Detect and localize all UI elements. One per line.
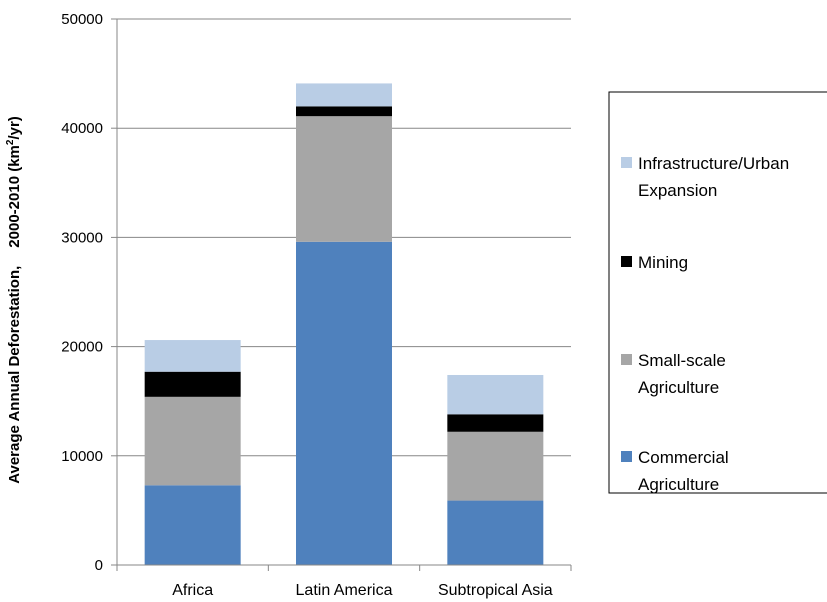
y-tick-label: 50000 [61,11,103,28]
legend-swatch [621,451,632,462]
legend-label: Small-scale [638,351,726,370]
legend-label: Commercial [638,448,729,467]
legend-box [608,91,827,494]
x-tick-labels: Africa Latin America Subtropical Asia [172,582,553,599]
y-tick-label: 30000 [61,229,103,246]
legend-label: Mining [638,253,688,272]
y-axis-label-part-3: /yr) [6,116,23,139]
legend: Infrastructure/Urban Expansion Mining Small… [608,91,827,494]
y-tick-label: 40000 [61,120,103,137]
y-axis-label: Average Annual Deforestation, 2000-2010 (… [5,116,23,484]
y-axis-label-part-1: Average Annual Deforestation, [6,266,23,484]
bar-segment [144,396,241,486]
bar-segment [144,340,241,372]
bar-segment [296,116,392,242]
bar-segment [447,414,544,432]
legend-label: Expansion [638,181,717,200]
x-tick-label: Africa [172,582,213,599]
axes [111,18,572,571]
bar-segment [296,106,392,117]
bar-segment [296,241,392,565]
legend-label: Infrastructure/Urban [638,154,789,173]
bar-segment [296,83,392,107]
y-axis-label-part-2: 2000-2010 (km [6,145,23,248]
bar-segment [447,500,544,565]
legend-label: Agriculture [638,475,719,494]
x-tick-label: Latin America [296,582,393,599]
y-axis-label-superscript: 2 [5,139,16,145]
y-tick-label: 0 [95,557,103,574]
bar-segment [144,485,241,565]
y-tick-label: 10000 [61,448,103,465]
legend-swatch [621,256,632,267]
legend-swatch [621,354,632,365]
bars [144,83,544,565]
bar-segment [144,371,241,397]
y-tick-label: 20000 [61,339,103,356]
legend-items: Infrastructure/Urban Expansion Mining Small… [621,154,789,494]
bar-segment [447,431,544,501]
x-tick-label: Subtropical Asia [438,582,553,599]
bar-segment [447,374,544,415]
legend-swatch [621,157,632,168]
legend-label: Agriculture [638,378,719,397]
y-tick-labels: 0 10000 20000 30000 40000 50000 [61,11,103,574]
